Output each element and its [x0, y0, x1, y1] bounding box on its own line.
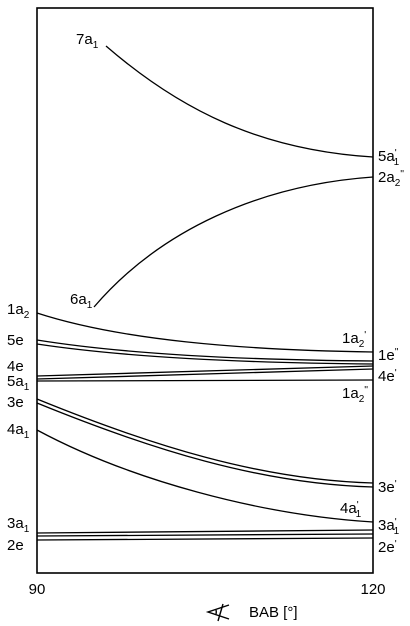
label-2e: 2e — [7, 537, 24, 554]
label-6a1: 6a1 — [70, 291, 93, 311]
plot-frame — [36, 7, 374, 574]
curve-4e-4ep-b — [36, 368, 374, 380]
curve-3e-3ep-a — [36, 398, 374, 484]
angle-icon — [205, 603, 230, 622]
label-2a2pp: 2a2'' — [378, 169, 404, 189]
curve-2e-2ep-a — [36, 533, 374, 537]
curve-4a1-4a1p — [36, 429, 374, 523]
label-5a1p: 5a' 1 — [378, 148, 400, 168]
label-4e: 4e — [7, 358, 24, 375]
curves — [36, 45, 374, 541]
label-3a1p: 3a' 1 — [378, 517, 400, 537]
curve-3a1-3a1p — [36, 529, 374, 534]
label-1epp: 1e'' — [378, 347, 399, 364]
curve-2e-2ep-b — [36, 537, 374, 541]
label-4a1p: 4a' 1 — [340, 500, 362, 520]
label-1a2pp: 1a2'' — [342, 385, 368, 405]
label-4a1: 4a1 — [7, 421, 30, 441]
x-tick-120: 120 — [360, 581, 385, 598]
label-3ep: 3e' — [378, 479, 397, 496]
x-tick-90: 90 — [29, 581, 46, 598]
curve-5e-1epp-a — [36, 339, 374, 362]
label-3a1: 3a1 — [7, 515, 30, 535]
label-3e: 3e — [7, 394, 24, 411]
curve-3e-3ep-b — [36, 402, 374, 488]
label-2ep: 2e' — [378, 539, 397, 556]
label-7a1: 7a1 — [76, 31, 99, 51]
curve-6a1-2a2pp — [93, 176, 374, 308]
label-1a2p: 1a2' — [342, 330, 366, 350]
curve-7a1-5a1p — [105, 45, 374, 158]
label-5e: 5e — [7, 332, 24, 349]
curve-5e-1epp-b — [36, 343, 374, 365]
curve-4e-4ep-a — [36, 365, 374, 377]
curve-5a1-1a2pp — [36, 379, 374, 382]
curve-1a2-1a2p — [36, 312, 374, 353]
label-5a1: 5a1 — [7, 373, 30, 393]
x-axis-label: BAB [°] — [249, 604, 298, 621]
label-4ep: 4e' — [378, 368, 397, 385]
label-1a2: 1a2 — [7, 301, 30, 321]
